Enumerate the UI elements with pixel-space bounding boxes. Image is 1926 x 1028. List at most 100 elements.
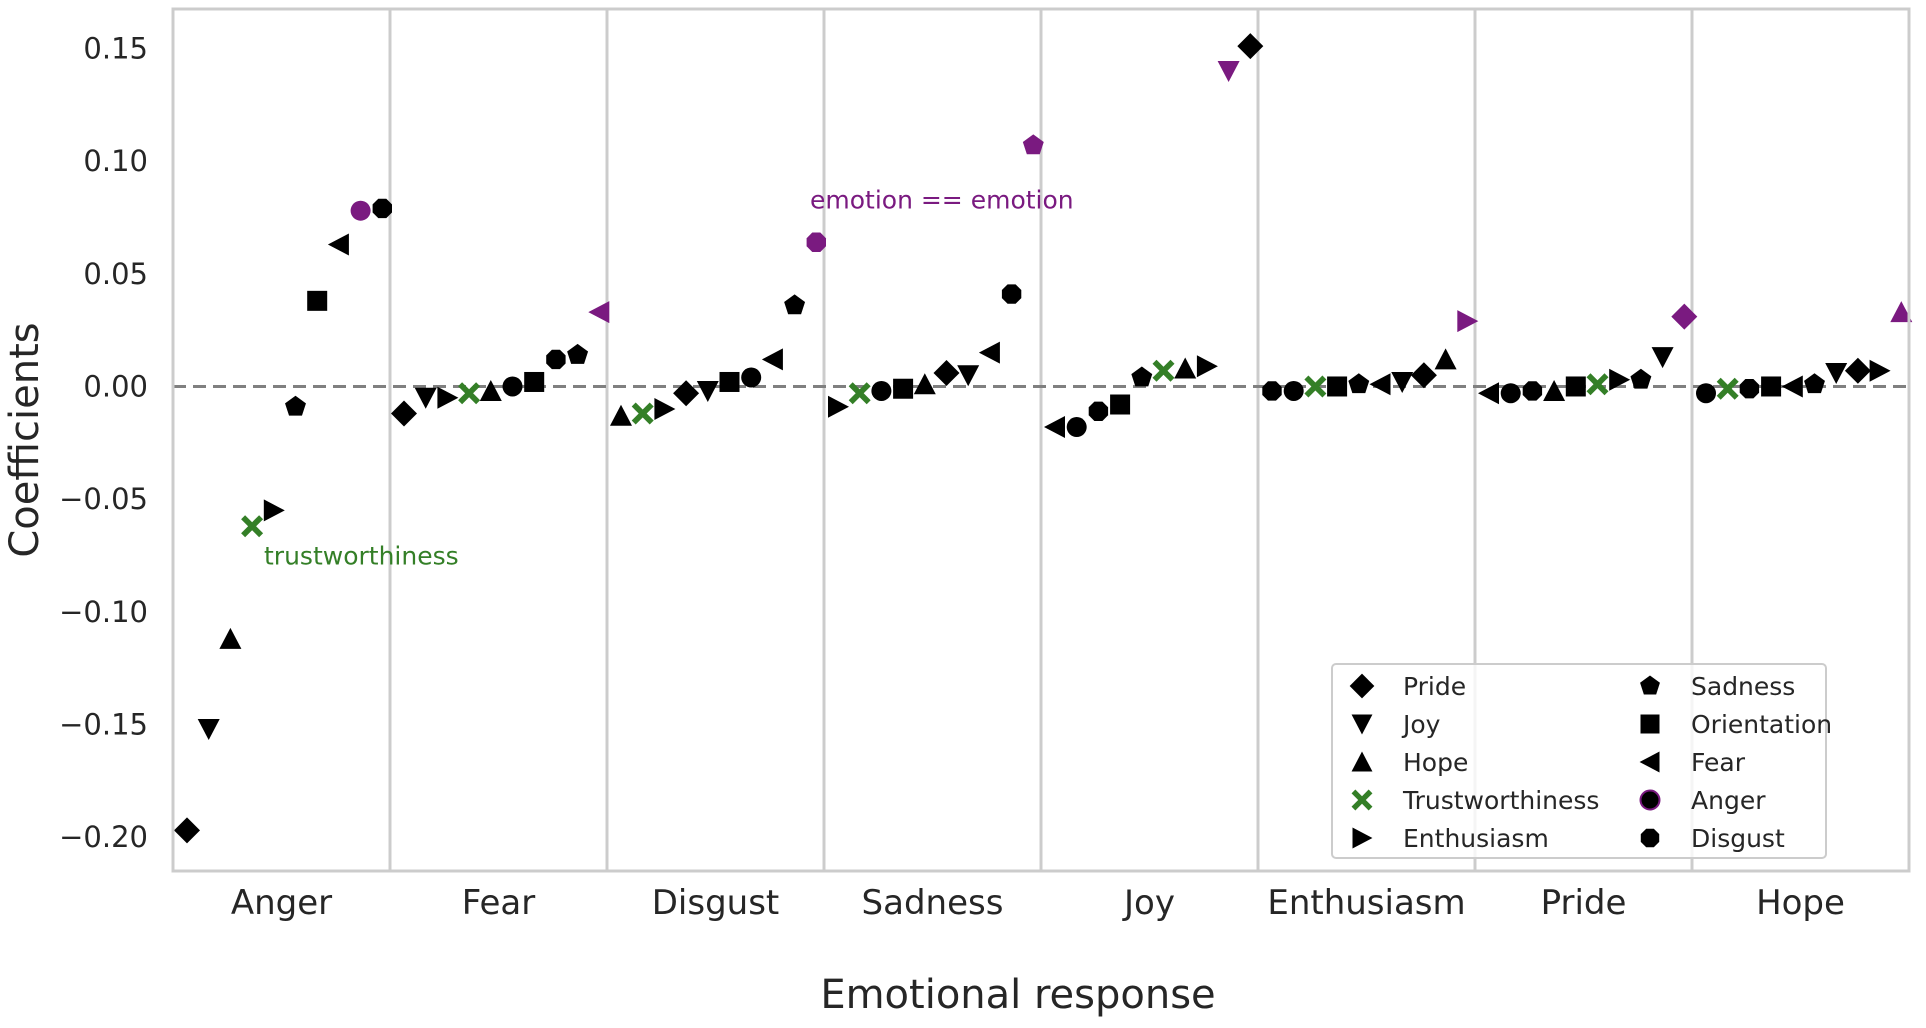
point-joy-sadness bbox=[1131, 366, 1153, 387]
point-enthusiasm-pride bbox=[1410, 362, 1437, 389]
legend-label-fear: Fear bbox=[1691, 748, 1746, 777]
point-pride-disgust bbox=[1522, 381, 1543, 401]
point-anger-disgust bbox=[372, 198, 393, 219]
point-disgust-fear bbox=[761, 348, 783, 371]
point-joy-anger bbox=[1066, 417, 1087, 438]
point-pride-enthusiasm bbox=[1609, 368, 1631, 391]
point-anger-sadness bbox=[285, 395, 306, 416]
legend-label-enthusiasm: Enthusiasm bbox=[1403, 824, 1549, 853]
point-hope-enthusiasm bbox=[1869, 359, 1891, 382]
point-disgust-trustworthiness bbox=[631, 402, 654, 425]
x-tick-label: Pride bbox=[1541, 883, 1627, 923]
point-joy-disgust bbox=[1088, 401, 1109, 421]
point-hope-disgust bbox=[1739, 379, 1760, 399]
legend-marker-enthusiasm bbox=[1352, 827, 1373, 849]
point-sadness-disgust bbox=[1001, 284, 1022, 304]
legend-marker-hope bbox=[1351, 751, 1373, 772]
point-disgust-anger bbox=[741, 367, 762, 388]
point-sadness-hope bbox=[913, 373, 936, 395]
point-enthusiasm-anger bbox=[1283, 380, 1304, 401]
legend-box bbox=[1331, 663, 1827, 859]
y-tick-label: −0.20 bbox=[59, 820, 148, 854]
point-hope-orientation bbox=[1761, 376, 1782, 397]
point-anger-trustworthiness bbox=[241, 515, 264, 538]
point-disgust-joy bbox=[696, 380, 719, 402]
x-tick-label: Joy bbox=[1122, 883, 1175, 923]
point-fear-disgust bbox=[546, 349, 566, 370]
point-disgust-hope bbox=[610, 404, 632, 426]
x-tick-labels: Anger Fear Disgust Sadness Joy Enthusiasm Prid… bbox=[231, 883, 1845, 923]
annotation-emotion-equals-emotion: emotion == emotion bbox=[810, 185, 1074, 214]
point-enthusiasm-joy bbox=[1391, 371, 1414, 393]
point-enthusiasm-sadness bbox=[1348, 373, 1370, 394]
point-pride-sadness bbox=[1630, 368, 1652, 389]
point-joy-trustworthiness bbox=[1152, 359, 1175, 382]
legend-marker-trustworthiness bbox=[1351, 789, 1373, 811]
point-pride-orientation bbox=[1565, 376, 1586, 397]
point-anger-pride bbox=[174, 817, 200, 844]
point-joy-fear bbox=[1044, 416, 1065, 439]
legend-label-joy: Joy bbox=[1401, 710, 1441, 739]
point-pride-fear bbox=[1478, 382, 1499, 405]
point-hope-sadness bbox=[1804, 373, 1825, 394]
y-tick-label: 0.10 bbox=[83, 144, 148, 178]
point-sadness-orientation bbox=[893, 378, 914, 399]
x-tick-label: Sadness bbox=[862, 883, 1004, 923]
point-anger-joy bbox=[197, 719, 220, 741]
point-fear-hope bbox=[479, 379, 502, 401]
legend-marker-pride bbox=[1349, 673, 1375, 699]
point-pride-anger bbox=[1500, 383, 1521, 404]
point-hope-anger bbox=[1696, 383, 1716, 404]
x-tick-label: Fear bbox=[462, 883, 535, 923]
point-disgust-orientation bbox=[719, 371, 740, 392]
point-fear-sadness bbox=[567, 343, 589, 364]
point-anger-enthusiasm bbox=[263, 499, 285, 522]
point-sadness-anger bbox=[871, 380, 892, 401]
point-hope-pride bbox=[1844, 357, 1871, 384]
point-anger-anger bbox=[350, 200, 371, 221]
point-enthusiasm-trustworthiness bbox=[1304, 375, 1327, 398]
point-sadness-joy bbox=[957, 365, 980, 387]
legend-label-disgust: Disgust bbox=[1691, 824, 1785, 853]
y-axis-label: Coefficients bbox=[2, 322, 48, 557]
legend-marker-sadness bbox=[1640, 675, 1660, 695]
y-tick-label: −0.10 bbox=[59, 595, 148, 629]
point-hope-hope bbox=[1890, 301, 1913, 323]
y-tick-label: −0.05 bbox=[59, 482, 148, 516]
point-joy-pride bbox=[1237, 33, 1264, 60]
legend: Pride Joy Hope Trustworthiness Enthusiasm Sad… bbox=[1331, 663, 1832, 859]
plot-frame bbox=[171, 7, 1911, 873]
legend-label-trustworthiness: Trustworthiness bbox=[1402, 786, 1599, 815]
legend-label-pride: Pride bbox=[1403, 672, 1466, 701]
x-tick-label: Disgust bbox=[652, 883, 780, 923]
y-tick-label: 0.05 bbox=[83, 257, 148, 291]
point-enthusiasm-orientation bbox=[1327, 376, 1348, 397]
legend-label-hope: Hope bbox=[1403, 748, 1468, 777]
point-disgust-pride bbox=[673, 380, 700, 407]
y-tick-label: 0.15 bbox=[83, 31, 148, 65]
x-axis-label: Emotional response bbox=[820, 972, 1215, 1018]
point-joy-enthusiasm bbox=[1196, 355, 1218, 378]
point-sadness-sadness bbox=[1022, 134, 1044, 155]
legend-marker-disgust bbox=[1640, 828, 1660, 848]
point-pride-pride bbox=[1671, 303, 1698, 330]
point-hope-fear bbox=[1781, 375, 1803, 398]
point-pride-joy bbox=[1651, 347, 1674, 369]
point-hope-trustworthiness bbox=[1716, 377, 1739, 400]
x-tick-label: Hope bbox=[1756, 883, 1845, 923]
point-joy-hope bbox=[1174, 357, 1197, 379]
point-fear-orientation bbox=[524, 371, 545, 392]
y-tick-label: −0.15 bbox=[59, 708, 148, 742]
legend-label-anger: Anger bbox=[1691, 786, 1766, 815]
annotation-trustworthiness: trustworthiness bbox=[264, 541, 459, 570]
point-fear-enthusiasm bbox=[437, 386, 459, 409]
legend-label-orientation: Orientation bbox=[1691, 710, 1832, 739]
point-sadness-fear bbox=[978, 341, 1000, 364]
legend-marker-fear bbox=[1639, 751, 1660, 773]
point-pride-hope bbox=[1543, 379, 1566, 401]
point-anger-orientation bbox=[307, 290, 328, 311]
point-joy-joy bbox=[1217, 60, 1240, 82]
point-joy-orientation bbox=[1110, 394, 1131, 415]
legend-marker-anger bbox=[1639, 789, 1661, 811]
